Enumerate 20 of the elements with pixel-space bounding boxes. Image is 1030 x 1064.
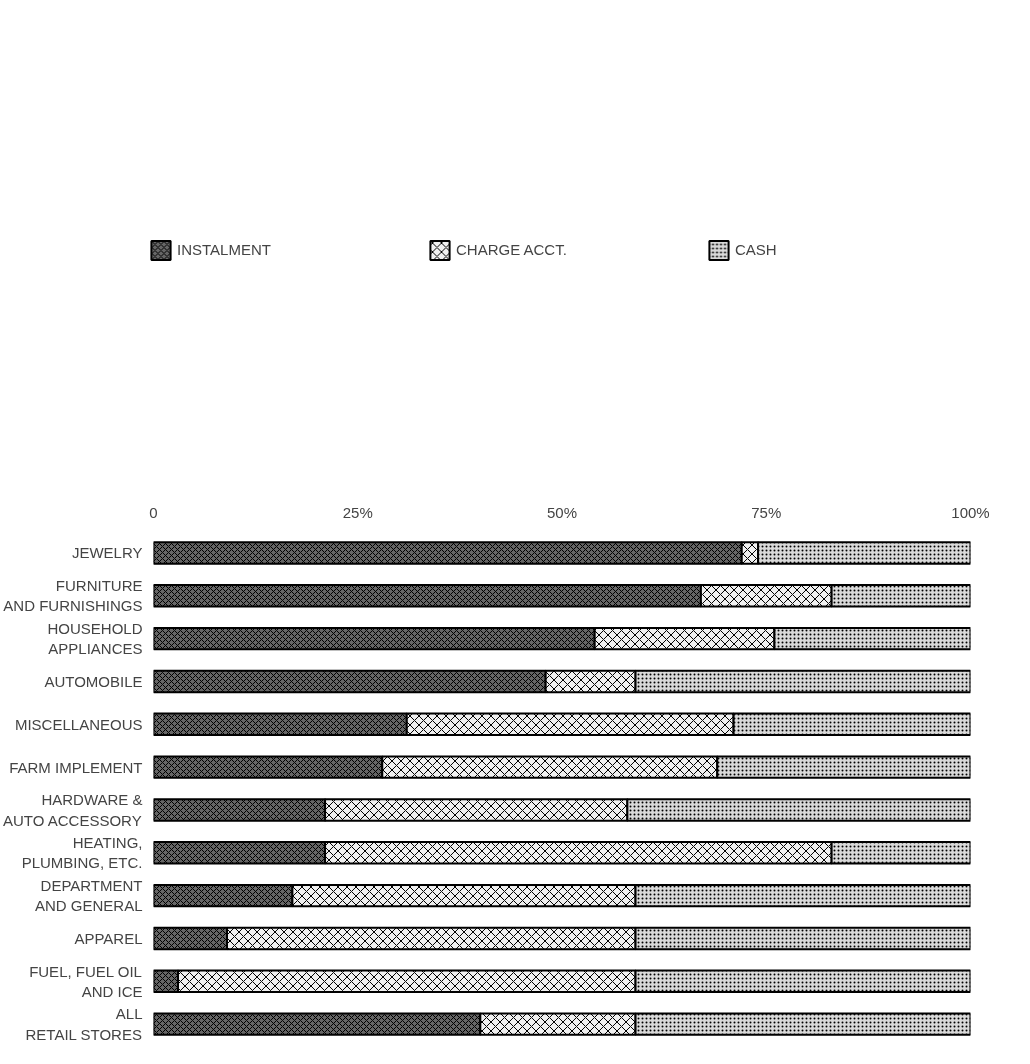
y-tick-label: HEATING, PLUMBING, ETC. <box>21 834 143 872</box>
y-tick-label: JEWELRY <box>71 544 143 562</box>
y-tick-label: AUTOMOBILE <box>44 672 143 690</box>
y-tick-label: ALL RETAIL STORES <box>25 1005 143 1043</box>
legend-label: CASH <box>735 241 778 259</box>
legend-label: CHARGE ACCT. <box>456 241 568 259</box>
x-tick-label: 50% <box>546 503 578 521</box>
y-tick-label: APPAREL <box>74 929 143 947</box>
y-tick-label: HARDWARE & AUTO ACCESSORY <box>3 791 143 829</box>
y-tick-label: FURNITURE AND FURNISHINGS <box>3 577 143 615</box>
y-tick-label: HOUSEHOLD APPLIANCES <box>47 619 143 658</box>
legend-label: INSTALMENT <box>177 241 272 259</box>
x-tick-label: 75% <box>751 503 782 521</box>
y-tick-label: MISCELLANEOUS <box>14 715 143 733</box>
x-tick-label: 0 <box>149 503 158 521</box>
y-tick-label: DEPARTMENT AND GENERAL <box>34 876 143 915</box>
y-tick-label: FARM IMPLEMENT <box>9 758 143 776</box>
x-tick-label: 100% <box>951 503 990 521</box>
x-tick-label: 25% <box>342 503 373 521</box>
y-tick-label: FUEL, FUEL OIL AND ICE <box>29 962 143 1000</box>
